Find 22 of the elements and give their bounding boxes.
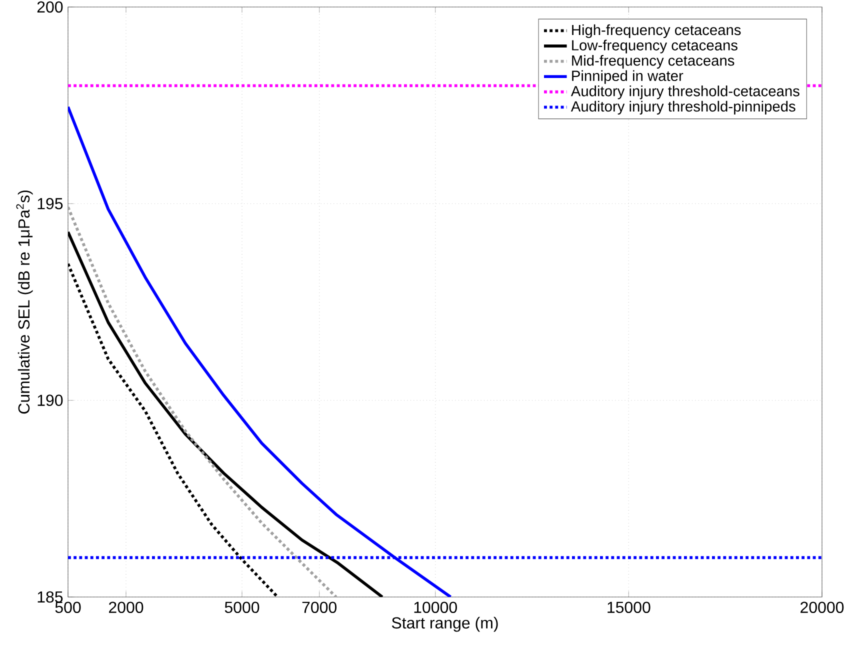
x-tick-label: 2000 — [109, 602, 144, 614]
legend-label: Mid-frequency cetaceans — [572, 54, 734, 69]
y-tick-label: 200 — [37, 1, 63, 13]
line-series — [68, 230, 384, 597]
x-axis-title: Start range (m) — [392, 616, 498, 632]
legend-label: Pinniped in water — [572, 70, 684, 84]
x-tick-label: 5000 — [224, 602, 260, 614]
y-tick-label: 190 — [38, 394, 63, 406]
x-tick-label: 500 — [55, 602, 81, 614]
y-tick-label: 195 — [38, 198, 63, 210]
x-tick-label: 20000 — [800, 602, 844, 614]
x-tick-label: 10000 — [414, 602, 457, 614]
legend-label: Auditory injury threshold-pinnipeds — [570, 100, 796, 115]
ref-line-label: Auditory injury threshold-cetaceans — [570, 86, 800, 100]
y-tick-label: 185 — [38, 591, 63, 603]
x-tick-label: 15000 — [608, 602, 650, 614]
line-series — [68, 206, 338, 597]
line-series — [68, 262, 280, 597]
legend-label: Low-frequency cetaceans — [572, 40, 738, 54]
x-tick-label: 7000 — [302, 602, 337, 614]
y-axis-title: Cumulative SEL (dB re 1μPa$^{2}$s) — [16, 190, 33, 414]
legend-label: High-frequency cetaceans — [572, 24, 741, 38]
